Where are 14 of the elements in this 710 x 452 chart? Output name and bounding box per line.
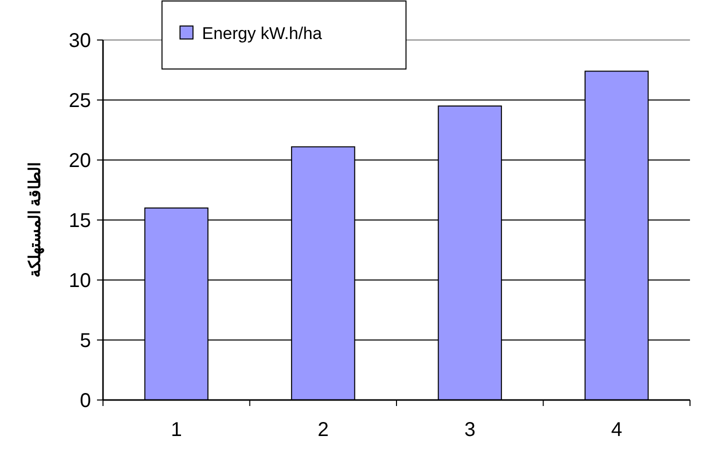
y-tick-label: 30 <box>68 30 91 52</box>
y-tick-label: 5 <box>80 330 91 352</box>
y-axis-title: الطاقة المستهلكة <box>27 162 45 278</box>
y-tick-label: 0 <box>80 390 91 412</box>
legend: Energy kW.h/ha <box>162 0 406 70</box>
y-tick-label: 25 <box>68 90 91 112</box>
y-tick-label: 15 <box>68 210 91 232</box>
y-tick-label: 10 <box>68 270 91 292</box>
x-tick-label: 1 <box>170 419 182 441</box>
legend-label: Energy kW.h/ha <box>202 24 323 43</box>
x-tick-label: 4 <box>611 419 622 441</box>
x-tick-label: 3 <box>464 419 476 441</box>
x-tick-label: 2 <box>318 419 329 441</box>
y-tick-label: 20 <box>68 150 91 172</box>
